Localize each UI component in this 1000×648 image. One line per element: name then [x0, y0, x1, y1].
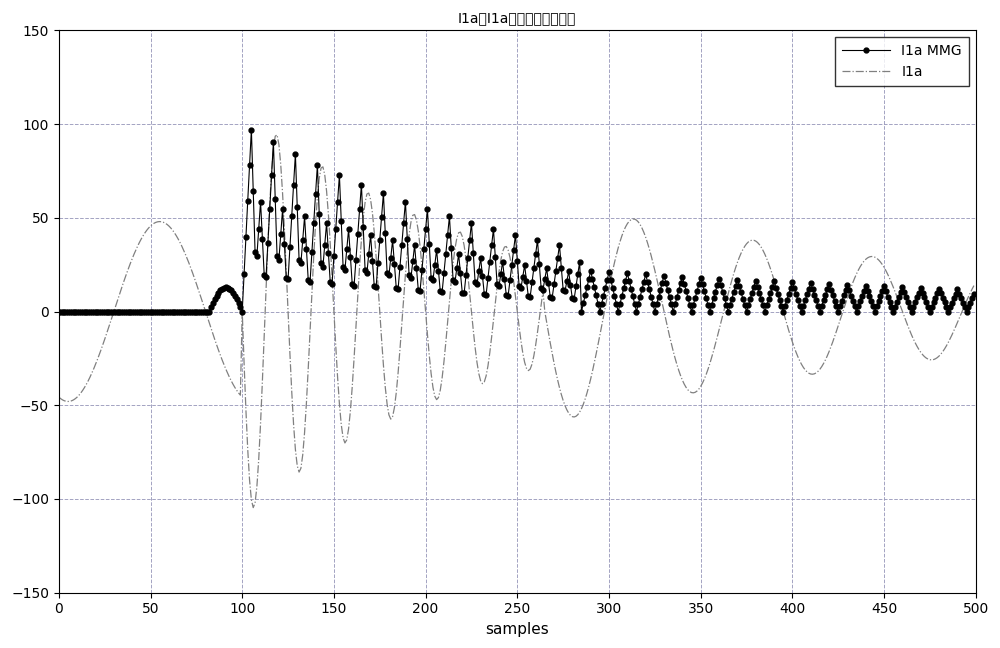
- I1a: [271, 131, 283, 139]
- I1a: [552, 376, 564, 384]
- I1a MMG: [948, 294, 960, 302]
- I1a: [950, 323, 962, 330]
- I1a: [491, 283, 503, 290]
- I1a: [601, 294, 613, 301]
- I1a MMG: [968, 290, 980, 298]
- I1a: [807, 370, 819, 378]
- I1a: [497, 248, 509, 255]
- I1a: [968, 282, 980, 290]
- Title: I1a和I1a的形态梯度的波形: I1a和I1a的形态梯度的波形: [458, 11, 576, 25]
- I1a MMG: [53, 308, 65, 316]
- Line: I1a MMG: I1a MMG: [56, 127, 976, 314]
- I1a MMG: [245, 126, 257, 133]
- I1a: [53, 393, 65, 401]
- I1a MMG: [550, 268, 562, 275]
- Line: I1a: I1a: [59, 135, 974, 507]
- I1a MMG: [599, 284, 611, 292]
- I1a: [247, 503, 259, 511]
- Legend: I1a MMG, I1a: I1a MMG, I1a: [835, 38, 969, 86]
- X-axis label: samples: samples: [485, 622, 549, 637]
- I1a MMG: [805, 279, 817, 287]
- I1a MMG: [495, 270, 507, 278]
- I1a MMG: [489, 253, 501, 261]
